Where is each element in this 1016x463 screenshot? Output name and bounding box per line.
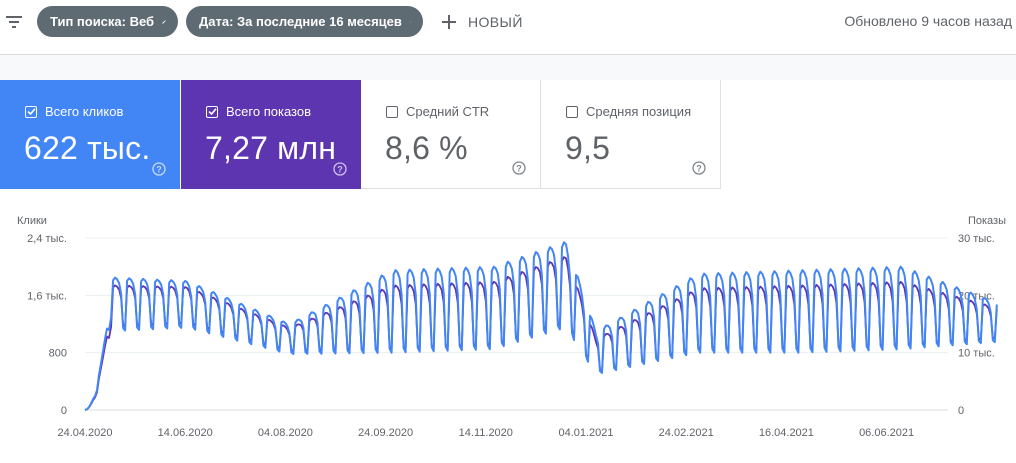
svg-text:?: ?: [156, 164, 162, 174]
clicks-series-line: [84, 241, 998, 411]
y-axis-right-tick: 30 тыс.: [958, 233, 995, 245]
metric-cards: Всего кликов 622 тыс. ? Всего показов 7,…: [0, 80, 1016, 190]
performance-chart: 0 0 800 10 тыс. 1,6 тыс. 20 тыс. 2,4 тыс. 30 ты…: [0, 190, 1016, 458]
help-icon[interactable]: ?: [333, 162, 347, 176]
checkbox-checked-icon[interactable]: [206, 105, 218, 118]
y-axis-left-tick: 800: [49, 348, 67, 360]
y-axis-left-tick: 0: [61, 405, 67, 417]
card-label: Всего показов: [226, 104, 311, 119]
checkbox-unchecked-icon[interactable]: [386, 105, 398, 118]
x-axis-tick: 24.02.2021: [659, 427, 714, 439]
card-average-ctr[interactable]: Средний CTR 8,6 % ?: [361, 80, 541, 189]
svg-text:?: ?: [337, 164, 343, 174]
card-value: 9,5: [565, 130, 611, 166]
x-axis-tick: 24.09.2020: [358, 427, 413, 439]
new-filter-label: НОВЫЙ: [468, 14, 523, 30]
y-axis-right-label: Показы: [968, 215, 1006, 227]
help-icon[interactable]: ?: [512, 161, 526, 175]
x-axis-tick: 24.04.2020: [57, 427, 112, 439]
search-type-chip-label: Тип поиска: Веб: [50, 14, 155, 29]
card-value: 622 тыс.: [24, 130, 151, 166]
filter-list-icon[interactable]: [4, 12, 24, 32]
x-axis-tick: 04.08.2020: [258, 427, 313, 439]
edit-pencil-icon: [409, 21, 411, 22]
section-gap: [0, 55, 1016, 80]
x-axis-tick: 16.04.2021: [759, 427, 814, 439]
y-axis-right-tick: 0: [958, 405, 964, 417]
svg-text:?: ?: [516, 163, 522, 173]
x-axis-tick: 14.11.2020: [459, 427, 513, 439]
y-axis-left-tick: 2,4 тыс.: [27, 233, 67, 245]
card-total-impressions[interactable]: Всего показов 7,27 млн ?: [181, 80, 361, 189]
x-axis-tick: 14.06.2020: [158, 427, 213, 439]
x-axis-tick: 06.06.2021: [859, 427, 914, 439]
card-value: 8,6 %: [385, 130, 468, 166]
y-axis-right-tick: 10 тыс.: [958, 348, 995, 360]
svg-text:?: ?: [696, 163, 702, 173]
card-label: Всего кликов: [45, 104, 124, 119]
date-range-chip-label: Дата: За последние 16 месяцев: [199, 14, 402, 29]
y-axis-left-tick: 1,6 тыс.: [27, 290, 67, 302]
y-axis-left-label: Клики: [17, 215, 47, 227]
x-axis-tick: 04.01.2021: [558, 427, 613, 439]
date-range-chip[interactable]: Дата: За последние 16 месяцев: [186, 6, 423, 37]
performance-chart-svg: 0 0 800 10 тыс. 1,6 тыс. 20 тыс. 2,4 тыс. 30 ты…: [17, 215, 1006, 439]
divider: [0, 54, 1016, 55]
last-updated-text: Обновлено 9 часов назад: [844, 13, 1012, 29]
checkbox-unchecked-icon[interactable]: [566, 105, 578, 118]
search-type-chip[interactable]: Тип поиска: Веб: [37, 6, 178, 37]
card-value: 7,27 млн: [205, 130, 337, 166]
y-axis-right-tick: 20 тыс.: [958, 290, 995, 302]
edit-pencil-icon: [162, 19, 166, 24]
card-average-position[interactable]: Средняя позиция 9,5 ?: [541, 80, 721, 189]
card-label: Средняя позиция: [586, 104, 692, 119]
filter-bar: Тип поиска: Веб Дата: За последние 16 ме…: [0, 0, 1016, 44]
checkbox-checked-icon[interactable]: [25, 105, 37, 118]
card-total-clicks[interactable]: Всего кликов 622 тыс. ?: [0, 80, 180, 189]
help-icon[interactable]: ?: [692, 161, 706, 175]
plus-icon: [442, 15, 456, 29]
help-icon[interactable]: ?: [152, 162, 166, 176]
card-label: Средний CTR: [406, 104, 490, 119]
new-filter-button[interactable]: НОВЫЙ: [440, 8, 523, 36]
